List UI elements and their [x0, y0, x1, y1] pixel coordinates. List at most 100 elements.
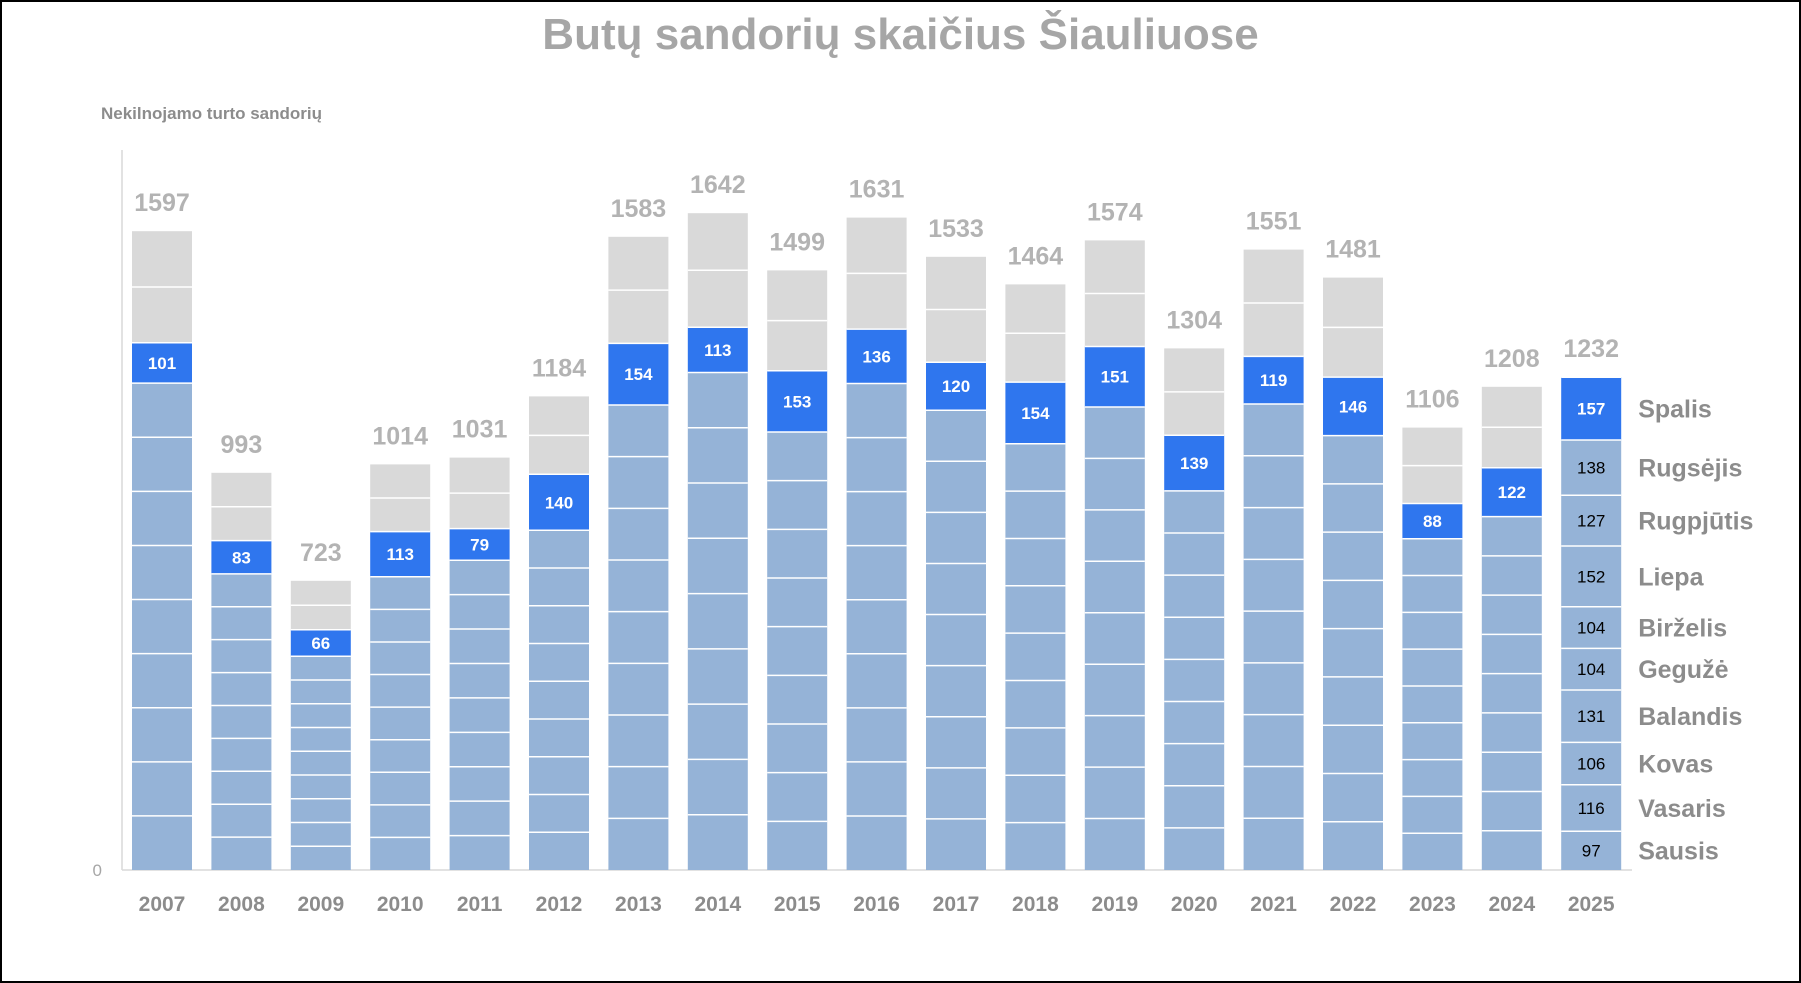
x-tick-label: 2017	[933, 893, 980, 916]
highlight-value-label: 113	[386, 545, 413, 564]
highlight-value-label: 113	[704, 341, 731, 360]
bar-segment-highlight-month	[846, 329, 907, 384]
bar-total-label: 1631	[849, 176, 905, 204]
month-name-label: Spalis	[1638, 396, 1712, 424]
bar-segment-highlight-month	[211, 540, 272, 574]
bar-total-label: 1014	[372, 422, 428, 450]
bar-segment-earlier-months	[1481, 516, 1542, 870]
bar-total-label: 1583	[611, 195, 667, 223]
bar-segment-earlier-months	[211, 573, 272, 870]
month-value-label: 97	[1582, 842, 1601, 861]
bar-total-label: 1208	[1484, 345, 1540, 373]
month-value-label: 138	[1577, 459, 1605, 478]
bar-segment-highlight-month	[1005, 382, 1066, 444]
bar-segment-highlight-month	[529, 474, 589, 531]
month-name-label: Gegužė	[1638, 656, 1728, 684]
bar-segment-earlier-months	[1323, 435, 1383, 870]
bar-segment-earlier-months	[1084, 406, 1145, 870]
highlight-value-label: 119	[1260, 371, 1287, 390]
x-tick-label: 2016	[853, 893, 900, 916]
month-name-label: Balandis	[1638, 703, 1742, 731]
x-tick-label: 2012	[536, 893, 583, 916]
month-name-label: Kovas	[1638, 751, 1713, 779]
highlight-value-label: 146	[1339, 397, 1367, 416]
bar-segment-earlier-months	[1243, 404, 1304, 870]
bar-segment-earlier-months	[1402, 538, 1463, 870]
bar-total-label: 723	[300, 539, 342, 567]
bar-segment-highlight-month	[1164, 435, 1225, 491]
highlight-value-label: 101	[148, 354, 176, 373]
bar-segment-highlight-month	[1243, 356, 1304, 405]
highlight-value-label: 88	[1423, 512, 1442, 531]
month-value-label: 104	[1577, 660, 1605, 679]
x-tick-label: 2010	[377, 893, 424, 916]
x-tick-label: 2025	[1568, 893, 1615, 916]
highlight-value-label: 139	[1180, 454, 1208, 473]
highlight-value-label: 153	[783, 392, 811, 411]
bar-total-label: 1597	[134, 189, 190, 217]
bar-segment-earlier-months	[1561, 440, 1622, 870]
bar-segment-earlier-months	[608, 404, 669, 870]
bar-total-label: 1232	[1563, 335, 1619, 363]
month-name-label: Liepa	[1638, 563, 1704, 591]
bar-segment-highlight-month	[132, 342, 192, 384]
month-value-label: 152	[1577, 567, 1605, 586]
bar-total-label: 1481	[1325, 236, 1381, 264]
x-tick-label: 2021	[1250, 893, 1297, 916]
x-tick-label: 2014	[694, 893, 741, 916]
month-value-label: 104	[1577, 619, 1605, 638]
bar-segment-highlight-month	[370, 531, 431, 577]
month-name-label: Sausis	[1638, 838, 1719, 866]
bar-total-label: 1551	[1246, 208, 1302, 236]
highlight-value-label: 154	[624, 365, 653, 384]
bar-segment-highlight-month	[1402, 503, 1463, 539]
bar-total-label: 1184	[532, 354, 586, 382]
y-axis-label: Nekilnojamo turto sandorių	[101, 104, 323, 123]
bar-segment-highlight-month	[687, 327, 748, 373]
x-tick-label: 2011	[457, 893, 503, 916]
highlight-value-label: 83	[232, 548, 251, 567]
bar-segment-earlier-months	[1164, 490, 1225, 870]
bar-total-label: 993	[221, 431, 263, 459]
bar-total-label: 1642	[690, 171, 746, 199]
month-value-label: 131	[1577, 707, 1605, 726]
bar-segment-earlier-months	[132, 383, 192, 870]
bar-segment-earlier-months	[370, 576, 431, 870]
x-tick-label: 2023	[1409, 893, 1456, 916]
x-tick-label: 2019	[1091, 893, 1138, 916]
bar-total-label: 1533	[928, 215, 984, 243]
highlight-value-label: 136	[862, 347, 890, 366]
x-tick-label: 2020	[1171, 893, 1218, 916]
bar-segment-highlight-month	[449, 528, 510, 561]
highlight-value-label: 140	[545, 493, 573, 512]
bar-total-label: 1464	[1008, 242, 1064, 270]
highlight-value-label: 154	[1021, 404, 1050, 423]
x-tick-label: 2018	[1012, 893, 1059, 916]
x-tick-label: 2022	[1330, 893, 1377, 916]
month-name-label: Rugpjūtis	[1638, 508, 1753, 536]
x-tick-label: 2024	[1488, 893, 1535, 916]
bar-segment-earlier-months	[767, 431, 828, 870]
bar-segment-earlier-months	[449, 560, 510, 870]
month-value-label: 106	[1577, 755, 1605, 774]
bar-segment-earlier-months	[529, 530, 589, 870]
bar-total-label: 1304	[1166, 306, 1222, 334]
bar-segment-earlier-months	[290, 656, 351, 870]
bar-segment-earlier-months	[926, 410, 986, 870]
bar-segment-highlight-month	[926, 362, 986, 411]
highlight-value-label: 151	[1101, 368, 1129, 387]
bar-total-label: 1499	[769, 228, 825, 256]
month-name-label: Vasaris	[1638, 795, 1726, 823]
highlight-value-label: 79	[470, 535, 489, 554]
month-name-label: Birželis	[1638, 615, 1727, 643]
bar-segment-highlight-month	[290, 629, 351, 657]
bar-segment-highlight-month	[1481, 467, 1542, 517]
x-tick-label: 2009	[297, 893, 344, 916]
bar-segment-highlight-month	[767, 370, 828, 432]
highlight-value-label: 157	[1577, 400, 1605, 419]
highlight-value-label: 66	[311, 634, 330, 653]
chart-title: Butų sandorių skaičius Šiauliuose	[542, 10, 1259, 59]
bar-segment-highlight-month	[1323, 377, 1383, 436]
